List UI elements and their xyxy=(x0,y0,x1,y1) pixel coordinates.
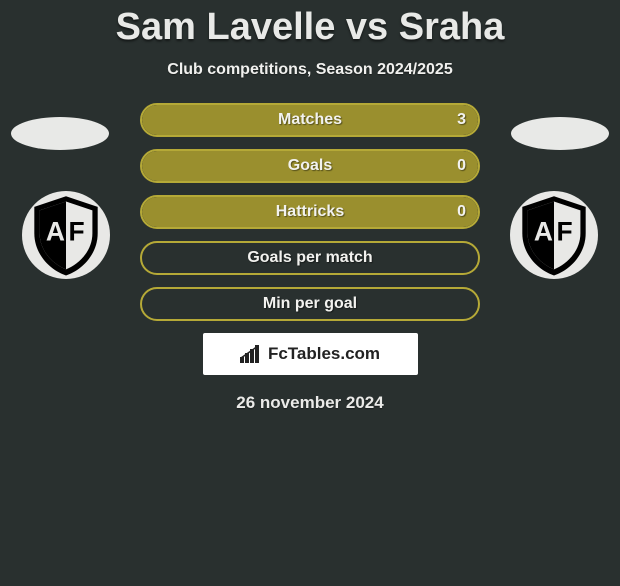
stat-row: Matches3 xyxy=(140,103,480,137)
page-title: Sam Lavelle vs Sraha xyxy=(0,6,620,49)
comparison-stage: A F A F Matches3Goals0Hattricks0Goals pe… xyxy=(0,103,620,413)
page-subtitle: Club competitions, Season 2024/2025 xyxy=(0,61,620,79)
svg-text:F: F xyxy=(68,216,84,246)
date-stamp: 26 november 2024 xyxy=(0,393,620,413)
stat-row-label: Hattricks xyxy=(142,203,478,221)
shield-icon: A F xyxy=(510,191,598,279)
stat-row-value-right: 0 xyxy=(457,157,466,175)
stat-row-label: Min per goal xyxy=(142,295,478,313)
stat-row: Hattricks0 xyxy=(140,195,480,229)
club-badge-left: A F xyxy=(22,191,110,279)
player-left-oval xyxy=(11,117,109,150)
stat-row-label: Goals per match xyxy=(142,249,478,267)
stat-row: Min per goal xyxy=(140,287,480,321)
stat-row: Goals per match xyxy=(140,241,480,275)
stat-row: Goals0 xyxy=(140,149,480,183)
player-right-oval xyxy=(511,117,609,150)
stat-row-label: Matches xyxy=(142,111,478,129)
shield-icon: A F xyxy=(22,191,110,279)
svg-text:A: A xyxy=(534,216,553,246)
brand-box[interactable]: FcTables.com xyxy=(203,333,418,375)
brand-text: FcTables.com xyxy=(268,344,380,364)
svg-text:F: F xyxy=(556,216,572,246)
stat-row-value-right: 3 xyxy=(457,111,466,129)
bar-chart-icon xyxy=(240,345,262,363)
stat-row-value-right: 0 xyxy=(457,203,466,221)
svg-text:A: A xyxy=(46,216,65,246)
club-badge-right: A F xyxy=(510,191,598,279)
stat-row-label: Goals xyxy=(142,157,478,175)
stats-rows: Matches3Goals0Hattricks0Goals per matchM… xyxy=(140,103,480,321)
